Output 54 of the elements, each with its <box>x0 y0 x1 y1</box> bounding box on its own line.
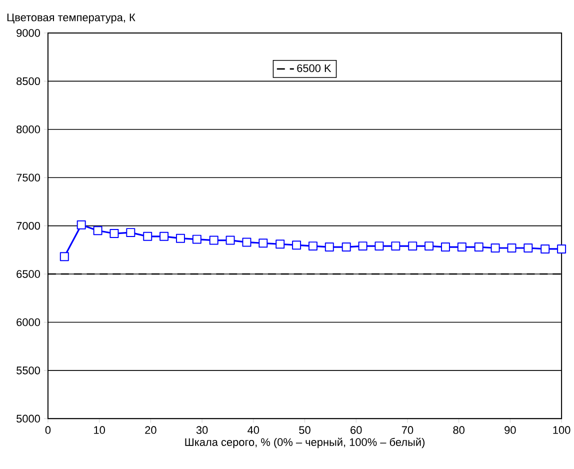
point <box>308 242 318 251</box>
x-tick-label: 80 <box>453 426 464 434</box>
point <box>424 242 434 251</box>
x-tick-label: 40 <box>248 426 260 434</box>
x-tick-label: 60 <box>350 426 362 434</box>
point <box>242 238 252 247</box>
point <box>209 236 218 245</box>
y-tick-label: 8000 <box>16 126 40 134</box>
x-tick-label: 30 <box>196 426 208 434</box>
point <box>93 226 102 236</box>
y-tick-label: 5500 <box>16 366 40 375</box>
x-tick-label: 50 <box>299 426 310 434</box>
point <box>324 242 334 252</box>
x-tick-label: 90 <box>504 426 516 434</box>
point <box>474 242 484 252</box>
point <box>143 232 152 242</box>
point <box>226 236 235 245</box>
point <box>110 229 119 238</box>
point <box>374 242 384 251</box>
point <box>276 240 285 249</box>
point <box>408 242 418 251</box>
x-tick-label: 100 <box>553 426 570 434</box>
y-tick-label: 6500 <box>16 270 40 278</box>
y-tick-label: 8500 <box>16 78 40 86</box>
point <box>292 240 302 250</box>
point <box>540 244 550 254</box>
y-axis-title: Цветовая температура, К <box>7 14 136 24</box>
y-tick-label: 5000 <box>16 414 40 423</box>
point <box>258 238 268 248</box>
point <box>342 242 351 252</box>
y-tick-label: 7500 <box>16 174 40 182</box>
point <box>176 234 185 244</box>
point <box>76 220 86 230</box>
x-axis-title: Шкала серого, % (0% – черный, 100% – белый) <box>185 438 424 448</box>
y-tick-label: 7000 <box>16 222 40 230</box>
legend-label: 6500 K <box>297 64 332 72</box>
point <box>60 252 69 262</box>
point <box>391 242 400 251</box>
y-tick-label: 6000 <box>16 318 40 326</box>
x-tick-label: 20 <box>145 426 156 434</box>
point <box>457 242 466 252</box>
point <box>192 235 202 244</box>
point <box>358 242 368 251</box>
point <box>440 242 450 252</box>
point <box>490 244 500 253</box>
point <box>160 232 169 242</box>
point <box>507 244 516 253</box>
point <box>557 244 566 254</box>
x-tick-label: 70 <box>402 426 414 434</box>
x-tick-label: 10 <box>94 426 105 434</box>
x-tick-label: 0 <box>45 426 51 434</box>
point <box>126 228 136 238</box>
y-tick-label: 9000 <box>16 29 40 38</box>
point <box>524 244 533 253</box>
